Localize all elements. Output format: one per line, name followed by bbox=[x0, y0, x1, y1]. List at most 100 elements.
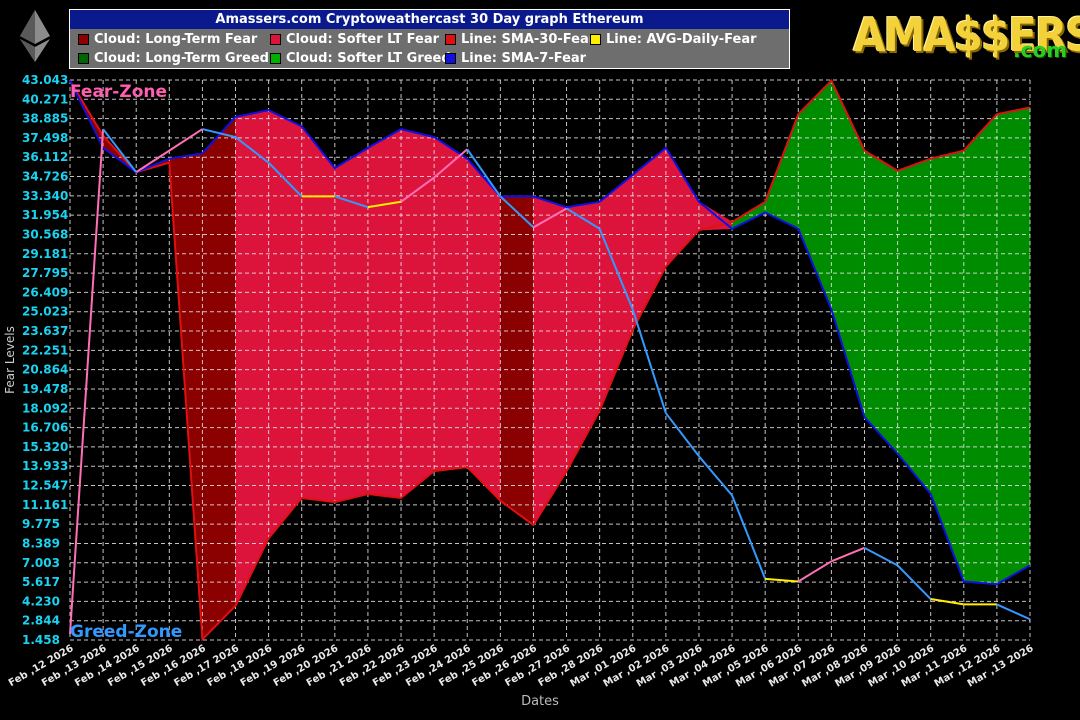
y-tick-label: 31.954 bbox=[22, 208, 68, 222]
y-tick-label: 9.775 bbox=[22, 517, 60, 531]
legend-item: Line: SMA-30-Fear bbox=[445, 32, 595, 47]
legend-swatch bbox=[445, 34, 456, 45]
y-tick-label: 30.568 bbox=[22, 227, 68, 241]
y-tick-label: 20.864 bbox=[22, 363, 68, 377]
fear-cloud-segment bbox=[202, 116, 236, 641]
fear-cloud-segment bbox=[533, 195, 567, 527]
y-tick-label: 18.092 bbox=[22, 401, 68, 415]
y-tick-label: 19.478 bbox=[22, 382, 68, 396]
legend-item: Line: SMA-7-Fear bbox=[445, 51, 586, 66]
legend-label: Cloud: Long-Term Greed bbox=[94, 51, 269, 66]
legend-items: Cloud: Long-Term Fear Cloud: Softer LT Fe… bbox=[70, 29, 789, 68]
y-tick-label: 2.844 bbox=[22, 614, 60, 628]
greed-cloud-segment bbox=[963, 113, 998, 585]
legend-label: Cloud: Softer LT Greed bbox=[286, 51, 451, 66]
legend-label: Cloud: Softer LT Fear bbox=[286, 32, 440, 47]
fear-cloud-segment bbox=[500, 196, 534, 526]
avg-daily-segment bbox=[202, 128, 236, 139]
y-tick-label: 22.251 bbox=[22, 343, 68, 357]
y-tick-label: 4.230 bbox=[22, 594, 60, 608]
legend-swatch bbox=[445, 53, 456, 64]
legend-swatch bbox=[270, 34, 281, 45]
amassers-logo: AMA$$ERS .com bbox=[853, 8, 1080, 64]
legend-item: Line: AVG-Daily-Fear bbox=[590, 32, 757, 47]
legend-label: Line: SMA-7-Fear bbox=[461, 51, 587, 66]
y-tick-label: 36.112 bbox=[22, 150, 68, 164]
legend-swatch bbox=[590, 34, 601, 45]
avg-daily-segment bbox=[234, 136, 270, 164]
greed-cloud-segment bbox=[996, 107, 1031, 585]
y-tick-label: 40.271 bbox=[22, 92, 68, 106]
y-tick-label: 5.617 bbox=[22, 575, 60, 589]
fear-zone-label: Fear-Zone bbox=[70, 82, 167, 102]
greed-cloud-segment bbox=[897, 158, 931, 495]
avg-daily-segment bbox=[367, 200, 402, 209]
fear-cloud-segment bbox=[367, 128, 402, 499]
legend-swatch bbox=[270, 53, 281, 64]
y-tick-label: 8.389 bbox=[22, 536, 60, 550]
sma-30-line bbox=[69, 78, 1031, 642]
avg-daily-segment bbox=[334, 195, 369, 209]
legend-swatch bbox=[78, 34, 89, 45]
legend-label: Line: AVG-Daily-Fear bbox=[606, 32, 757, 47]
avg-daily-segment bbox=[466, 148, 502, 197]
legend-label: Cloud: Long-Term Fear bbox=[94, 32, 258, 47]
avg-daily-segment bbox=[831, 546, 865, 563]
fear-cloud-segment bbox=[235, 109, 269, 606]
y-tick-label: 11.161 bbox=[22, 498, 68, 512]
avg-daily-segment bbox=[532, 207, 568, 229]
avg-daily-segment bbox=[566, 207, 601, 230]
legend-item: Cloud: Softer LT Fear bbox=[270, 32, 439, 47]
legend-item: Cloud: Softer LT Greed bbox=[270, 51, 451, 66]
avg-daily-segment bbox=[996, 603, 1031, 621]
legend-swatch bbox=[78, 53, 89, 64]
legend: Amassers.com Cryptoweathercast 30 Day gr… bbox=[69, 9, 790, 69]
y-tick-label: 37.498 bbox=[22, 131, 68, 145]
avg-daily-segment bbox=[698, 455, 733, 496]
legend-item: Cloud: Long-Term Fear bbox=[78, 32, 257, 47]
y-tick-label: 13.933 bbox=[22, 459, 68, 473]
y-axis-label: Fear Levels bbox=[3, 326, 17, 394]
avg-daily-segment bbox=[896, 564, 932, 600]
avg-daily-segment bbox=[400, 176, 435, 203]
logo-suffix: .com bbox=[1013, 38, 1068, 62]
fear-cloud-segment bbox=[466, 157, 501, 502]
avg-daily-segment bbox=[797, 560, 832, 583]
avg-daily-segment bbox=[631, 309, 667, 414]
avg-daily-segment bbox=[267, 162, 303, 198]
avg-daily-segment bbox=[69, 128, 105, 635]
avg-daily-segment bbox=[864, 546, 899, 567]
y-tick-label: 29.181 bbox=[22, 247, 68, 261]
avg-daily-segment bbox=[168, 128, 203, 152]
grid bbox=[69, 79, 1031, 641]
avg-daily-segment bbox=[765, 577, 799, 583]
y-tick-label: 1.458 bbox=[22, 633, 60, 647]
ethereum-icon bbox=[20, 10, 50, 66]
y-tick-label: 7.003 bbox=[22, 556, 60, 570]
y-tick-labels: 43.043 40.271 38.885 37.498 36.112 34.726 33.3… bbox=[22, 73, 68, 647]
avg-daily-segment bbox=[731, 494, 767, 580]
y-tick-label: 43.043 bbox=[22, 73, 68, 87]
chart-title: Amassers.com Cryptoweathercast 30 Day gr… bbox=[70, 10, 789, 29]
logo-main-text: AMA$$ERS bbox=[853, 8, 1080, 62]
y-tick-label: 12.547 bbox=[22, 479, 68, 493]
avg-daily-segment bbox=[135, 149, 170, 173]
greed-zone-label: Greed-Zone bbox=[70, 622, 182, 642]
y-tick-label: 26.409 bbox=[22, 285, 68, 299]
y-tick-label: 25.023 bbox=[22, 305, 68, 319]
avg-daily-segment bbox=[665, 412, 700, 457]
fear-cloud-segment bbox=[400, 128, 435, 499]
avg-daily-segment bbox=[499, 195, 535, 229]
legend-item: Cloud: Long-Term Greed bbox=[78, 51, 269, 66]
avg-daily-segment bbox=[930, 598, 964, 606]
y-tick-label: 27.795 bbox=[22, 266, 68, 280]
y-tick-label: 38.885 bbox=[22, 112, 68, 126]
y-tick-label: 15.320 bbox=[22, 440, 68, 454]
avg-daily-segment bbox=[433, 148, 468, 179]
sma-7-line bbox=[69, 80, 1031, 586]
avg-daily-segment bbox=[102, 128, 137, 173]
y-tick-label: 23.637 bbox=[22, 324, 68, 338]
series-lines bbox=[69, 78, 1031, 642]
legend-label: Line: SMA-30-Fear bbox=[461, 32, 596, 47]
